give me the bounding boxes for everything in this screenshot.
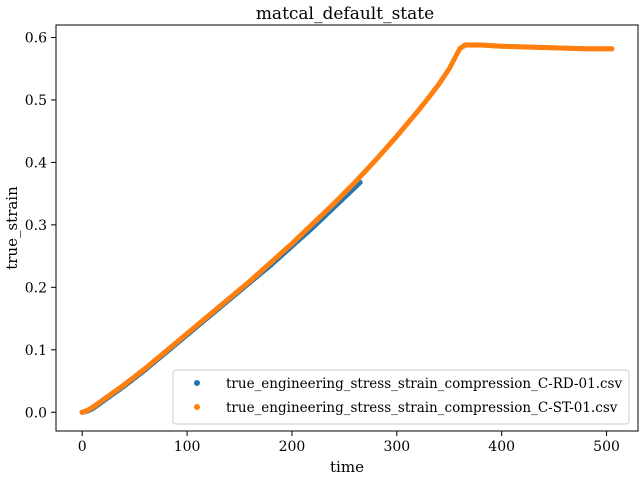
- y-tick-label: 0.5: [25, 93, 47, 109]
- plot-frame: [55, 24, 639, 432]
- y-tick-label: 0.4: [25, 155, 47, 171]
- y-tick-label: 0.0: [25, 405, 47, 421]
- x-axis-title: time: [330, 458, 364, 476]
- x-tick-label: 0: [78, 439, 87, 455]
- series-1: [79, 42, 615, 415]
- legend: true_engineering_stress_strain_compressi…: [172, 369, 630, 425]
- legend-label-series-1: true_engineering_stress_strain_compressi…: [226, 400, 618, 416]
- legend-label-series-0: true_engineering_stress_strain_compressi…: [226, 376, 622, 392]
- data-point: [609, 46, 615, 52]
- x-tick-label: 500: [593, 439, 620, 455]
- chart-title: matcal_default_state: [256, 4, 434, 24]
- legend-marker-series-1: [194, 404, 200, 410]
- legend-box: [172, 369, 630, 425]
- y-tick-label: 0.1: [25, 343, 47, 359]
- y-axis-title: true_strain: [3, 186, 21, 270]
- legend-marker-series-0: [194, 380, 200, 386]
- x-tick-label: 100: [174, 439, 201, 455]
- series-layer: [79, 42, 615, 415]
- y-axis: 0.0 0.1 0.2 0.3 0.4 0.5 0.6: [25, 30, 56, 421]
- x-tick-label: 400: [488, 439, 515, 455]
- y-tick-label: 0.3: [25, 218, 47, 234]
- x-tick-label: 200: [279, 439, 306, 455]
- x-tick-label: 300: [383, 439, 410, 455]
- y-tick-label: 0.6: [25, 30, 47, 46]
- y-tick-label: 0.2: [25, 280, 47, 296]
- x-axis: 0 100 200 300 400 500: [78, 431, 620, 455]
